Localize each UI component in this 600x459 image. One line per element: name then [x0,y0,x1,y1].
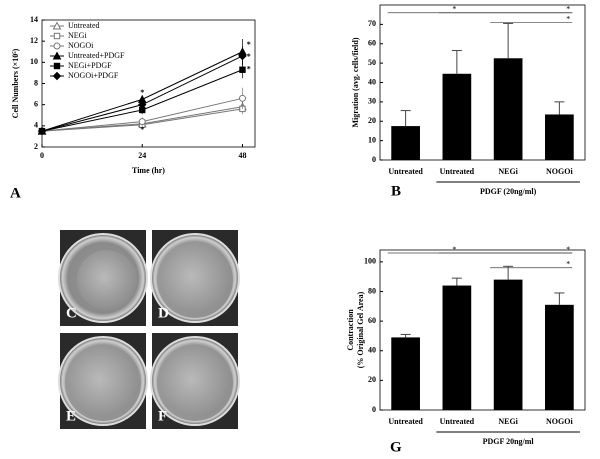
annotation: * [247,52,251,61]
photo-label: F [158,408,167,424]
significance-label: * [452,245,456,254]
group-label: PDGF 20ng/ml [483,437,535,446]
y-tick-label: 40 [368,77,376,86]
bar [545,304,574,410]
significance-label: * [566,14,570,23]
group-label: PDGF (20ng/ml) [480,187,537,196]
significance-label: * [566,5,570,14]
panel-label: G [390,439,402,455]
marker [53,32,61,40]
y-tick-label: 60 [368,316,376,325]
y-tick-label: 70 [368,19,376,28]
y-tick-label: 10 [368,135,376,144]
y-axis-label: Migration (avg. cells/field) [351,37,360,127]
marker [52,21,62,30]
y-tick-label: 30 [368,97,376,106]
x-tick-label: NEGi [498,167,518,176]
legend-label: NEGi [68,31,87,40]
gel [157,345,233,421]
marker [52,71,62,81]
bar [391,337,420,410]
y-tick-label: 50 [368,58,376,67]
marker [138,118,146,126]
y-tick-label: 2 [34,142,38,151]
y-tick-label: 0 [372,405,376,414]
y-tick-label: 14 [30,15,38,24]
y-axis-label: (% Original Gel Area) [356,291,365,368]
legend-label: Untreated+PDGF [68,51,125,60]
y-tick-label: 8 [34,78,38,87]
gel [77,250,137,310]
marker [239,66,246,73]
annotation: * [247,65,251,74]
y-tick-label: 6 [34,99,38,108]
marker [53,42,61,50]
annotation: * [140,88,144,97]
gel [65,345,141,421]
x-tick-label: NOGOi [546,417,573,426]
y-tick-label: 100 [364,257,376,266]
x-tick-label: Untreated [440,417,475,426]
marker [138,100,147,109]
y-tick-label: 20 [368,375,376,384]
bar [545,114,574,160]
significance-label: * [566,260,570,269]
panel-label: B [391,183,401,199]
y-tick-label: 80 [368,286,376,295]
photo-label: E [66,408,76,424]
y-tick-label: 0 [372,155,376,164]
x-tick-label: NOGOi [546,167,573,176]
x-tick-label: 0 [40,151,44,160]
marker [37,126,47,136]
legend-label: NEGi+PDGF [68,61,112,70]
x-tick-label: 48 [238,151,246,160]
x-tick-label: Untreated [440,167,475,176]
legend-label: NOGOi [68,41,94,50]
y-tick-label: 60 [368,39,376,48]
y-tick-label: 4 [34,121,38,130]
bar [493,279,523,410]
marker [238,94,246,102]
annotation: * [247,40,251,49]
y-tick-label: 40 [368,346,376,355]
y-axis-label: Contraction [346,309,355,351]
x-tick-label: NEGi [498,417,518,426]
x-axis-label: Time (hr) [132,166,165,175]
photo-label: C [66,305,77,321]
y-axis-label: Cell Numbers (×10⁵) [11,48,20,118]
marker [238,51,247,61]
y-tick-label: 10 [30,57,38,66]
x-tick-label: Untreated [388,167,423,176]
bar [493,58,523,160]
x-tick-label: 24 [138,151,146,160]
significance-label: * [566,245,570,254]
bar [442,73,472,160]
legend-label: Untreated [68,21,100,30]
y-tick-label: 20 [368,116,376,125]
significance-label: * [452,5,456,14]
panel-label: A [10,185,21,201]
marker [52,51,62,60]
y-tick-label: 12 [30,36,38,45]
plot-frame [379,249,586,411]
gel [157,242,233,318]
marker [53,62,61,70]
bar [391,126,420,160]
legend-label: NOGOi+PDGF [68,71,119,80]
x-tick-label: Untreated [388,417,423,426]
bar [442,285,472,410]
annotation: * [140,125,144,134]
photo-label: D [158,305,169,321]
